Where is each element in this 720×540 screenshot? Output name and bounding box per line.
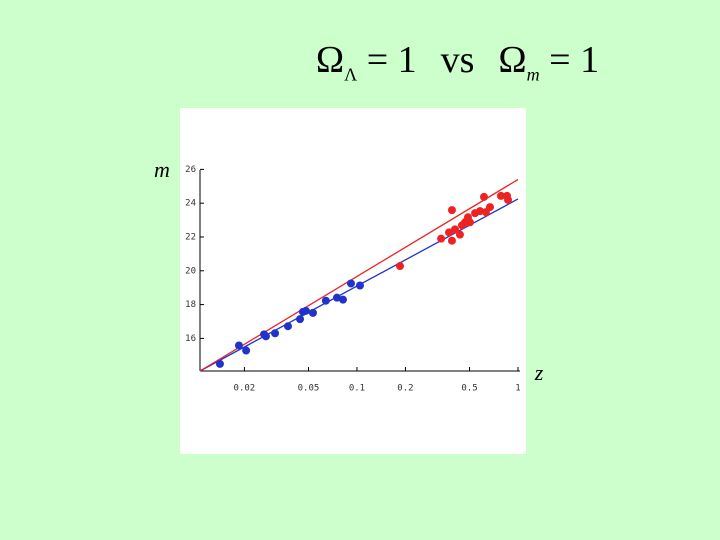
y-tick-label: 18 bbox=[185, 300, 196, 310]
x-tick-label: 0.02 bbox=[234, 384, 256, 394]
data-point bbox=[321, 296, 330, 305]
title-part: m bbox=[526, 64, 540, 85]
data-point bbox=[332, 293, 341, 302]
data-point bbox=[261, 332, 270, 341]
data-point bbox=[308, 308, 317, 317]
data-point bbox=[271, 329, 280, 338]
x-tick-label: 0.1 bbox=[349, 384, 365, 394]
data-point bbox=[447, 236, 456, 245]
title-part: Ω bbox=[315, 39, 345, 81]
y-tick-label: 16 bbox=[185, 334, 196, 344]
y-axis-label: m bbox=[154, 157, 170, 182]
data-point bbox=[504, 195, 513, 204]
data-point bbox=[242, 346, 251, 355]
data-point bbox=[301, 306, 310, 315]
data-point bbox=[437, 234, 446, 243]
y-tick-label: 24 bbox=[185, 199, 196, 209]
title-part: = 1 bbox=[549, 39, 600, 81]
data-point bbox=[283, 322, 292, 331]
data-point bbox=[395, 262, 404, 271]
data-point bbox=[455, 230, 464, 239]
data-point bbox=[480, 192, 489, 201]
data-point bbox=[346, 279, 355, 288]
data-point bbox=[338, 295, 347, 304]
y-tick-label: 22 bbox=[185, 232, 196, 242]
x-tick-label: 1 bbox=[515, 384, 520, 394]
data-point bbox=[445, 228, 454, 237]
title-part: Λ bbox=[344, 64, 358, 85]
data-point bbox=[496, 191, 505, 200]
x-tick-label: 0.2 bbox=[397, 384, 413, 394]
x-tick-label: 0.05 bbox=[298, 384, 320, 394]
data-point bbox=[296, 315, 305, 324]
y-tick-label: 20 bbox=[185, 266, 196, 276]
title-part: vs bbox=[440, 39, 475, 81]
data-point bbox=[355, 281, 364, 290]
title-part: = 1 bbox=[366, 39, 417, 81]
model-line bbox=[199, 178, 519, 372]
data-point bbox=[485, 203, 494, 212]
x-axis-label: z bbox=[534, 360, 544, 385]
data-point bbox=[447, 206, 456, 215]
data-point bbox=[234, 341, 243, 350]
data-point bbox=[450, 225, 459, 234]
data-point bbox=[215, 359, 224, 368]
y-tick-label: 26 bbox=[185, 165, 196, 175]
x-tick-label: 0.5 bbox=[461, 384, 477, 394]
data-point bbox=[465, 218, 474, 227]
title-part: Ω bbox=[498, 39, 527, 81]
data-point bbox=[476, 207, 485, 216]
chart-title: ΩΛ = 1 vs Ωm = 1 bbox=[0, 38, 720, 86]
